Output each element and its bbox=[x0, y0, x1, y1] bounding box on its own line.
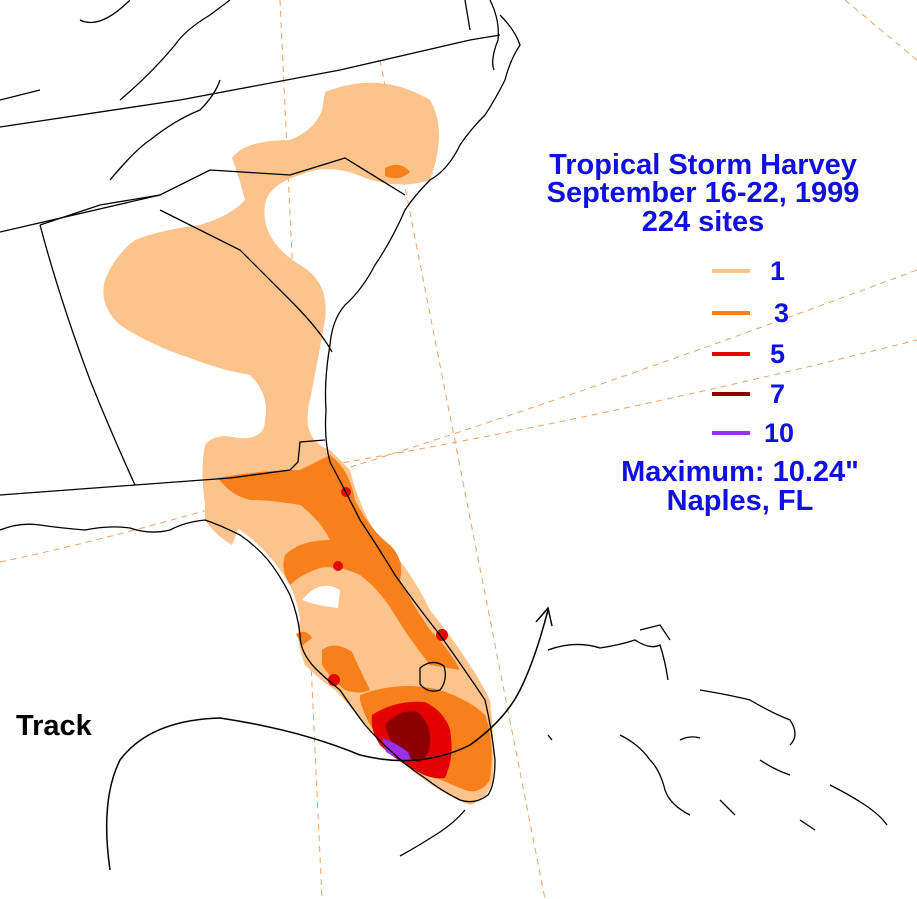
legend-item-10: 10 bbox=[712, 418, 822, 448]
legend-swatch-5 bbox=[712, 352, 750, 356]
map-date-range: September 16-22, 1999 bbox=[546, 177, 860, 209]
rainfall-gaps bbox=[235, 192, 340, 608]
maximum-location: Naples, FL bbox=[666, 485, 814, 517]
legend-label-3: 3 bbox=[774, 298, 790, 328]
track-label: Track bbox=[16, 710, 92, 742]
storm-track bbox=[105, 606, 553, 871]
legend-label-7: 7 bbox=[770, 379, 786, 409]
legend-item-3: 3 bbox=[712, 298, 822, 328]
legend-swatch-1 bbox=[712, 269, 750, 273]
bahamas-islands bbox=[547, 624, 888, 831]
rainfall-10in-area bbox=[382, 738, 412, 762]
legend-label-1: 1 bbox=[770, 256, 786, 286]
legend-swatch-3 bbox=[712, 311, 750, 315]
boundaries bbox=[0, 0, 521, 857]
legend-label-10: 10 bbox=[764, 418, 795, 448]
track-arrowhead bbox=[535, 606, 553, 627]
rainfall-1in-area bbox=[103, 82, 494, 805]
legend-item-5: 5 bbox=[712, 339, 822, 369]
site-count: 224 sites bbox=[641, 206, 765, 238]
legend-label-5: 5 bbox=[770, 339, 786, 369]
map-title: Tropical Storm Harvey bbox=[549, 149, 857, 181]
legend-swatch-7 bbox=[712, 392, 750, 396]
legend-swatch-10 bbox=[712, 431, 750, 435]
rainfall-7in-area bbox=[385, 711, 431, 762]
legend-item-7: 7 bbox=[712, 379, 822, 409]
maximum-value: Maximum: 10.24" bbox=[621, 456, 859, 488]
legend-item-1: 1 bbox=[712, 256, 822, 286]
